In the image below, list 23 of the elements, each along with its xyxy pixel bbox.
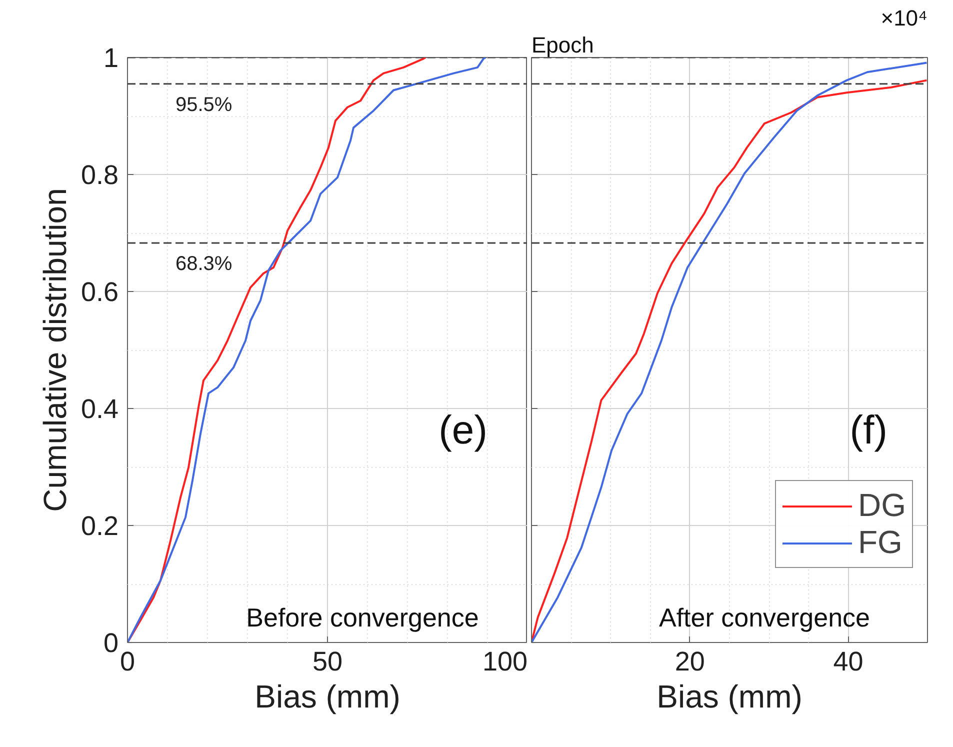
annotation: After convergence: [658, 602, 870, 632]
x-tick-label: 50: [312, 646, 343, 676]
y-tick-label: 0.2: [80, 511, 119, 541]
annotation: (f): [850, 408, 888, 452]
y-tick-label: 1: [103, 43, 119, 73]
x-axis-title: Bias (mm): [254, 678, 400, 714]
legend-label: FG: [858, 524, 902, 561]
x-tick-label: 100: [482, 646, 528, 676]
annotation: (e): [438, 408, 488, 452]
y-tick-label: 0.6: [80, 277, 119, 307]
annotation: Before convergence: [246, 602, 479, 632]
ref-line-label: 95.5%: [176, 94, 232, 116]
ref-line-label: 68.3%: [176, 252, 232, 275]
y-tick-label: 0: [103, 628, 119, 658]
y-tick-label: 0.8: [80, 160, 119, 190]
legend-label: DG: [858, 487, 906, 524]
text: ×10⁴: [880, 6, 928, 30]
y-axis-title: Cumulative distribution: [36, 188, 73, 512]
x-tick-label: 40: [833, 646, 864, 676]
x-tick-label: 20: [674, 646, 705, 676]
annotation: Epoch: [532, 32, 594, 58]
y-tick-label: 0.4: [80, 394, 119, 424]
x-axis-title: Bias (mm): [656, 678, 802, 714]
